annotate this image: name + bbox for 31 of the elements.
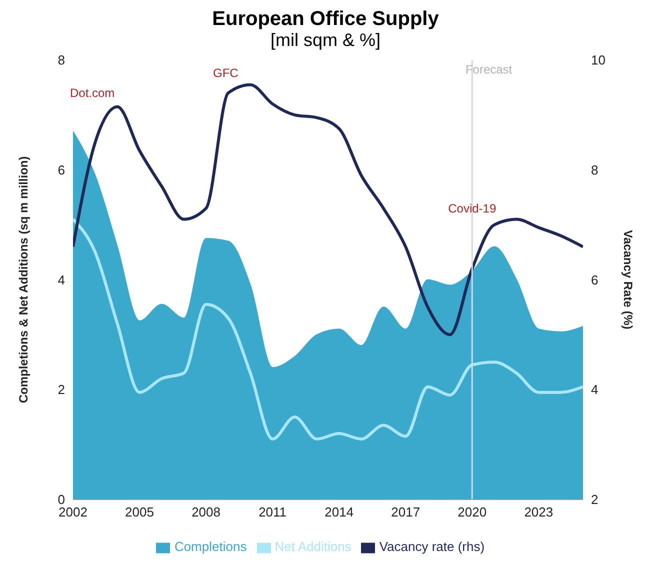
legend-label: Completions (174, 539, 247, 554)
y2-axis-title: Vacancy Rate (%) (620, 230, 635, 330)
chart-title: European Office Supply (211, 8, 440, 30)
x-tick-label: 2008 (192, 504, 221, 520)
ref-line-label: Forecast (465, 62, 513, 77)
y2-tick-label: 8 (591, 162, 598, 178)
y2-tick-label: 6 (591, 272, 598, 288)
y2-tick-label: 10 (591, 52, 606, 68)
y-tick-label: 6 (58, 162, 65, 178)
y-tick-label: 4 (58, 272, 65, 288)
x-tick-label: 2002 (58, 504, 88, 520)
x-tick-label: 2023 (524, 504, 554, 520)
y-tick-label: 0 (58, 492, 65, 508)
y-tick-label: 2 (58, 382, 65, 398)
y-tick-label: 8 (58, 52, 65, 68)
y2-tick-label: 4 (591, 382, 598, 398)
legend-label: Net Additions (274, 539, 352, 554)
x-tick-label: 2005 (125, 504, 154, 520)
legend-label: Vacancy rate (rhs) (379, 539, 485, 554)
x-tick-label: 2020 (458, 504, 487, 520)
chart-subtitle: [mil sqm & %] (269, 30, 382, 50)
x-tick-label: 2014 (324, 504, 354, 520)
line-series (73, 83, 583, 336)
x-tick-label: 2017 (391, 504, 420, 520)
x-tick-label: 2011 (258, 504, 287, 520)
y2-tick-label: 2 (591, 492, 598, 508)
annotation: GFC (213, 66, 238, 80)
annotation: Covid-19 (448, 202, 496, 216)
line-series (73, 218, 583, 441)
y-axis-title: Completions & Net Additions (sq m million) (16, 156, 30, 404)
annotation: Dot.com (70, 86, 115, 100)
